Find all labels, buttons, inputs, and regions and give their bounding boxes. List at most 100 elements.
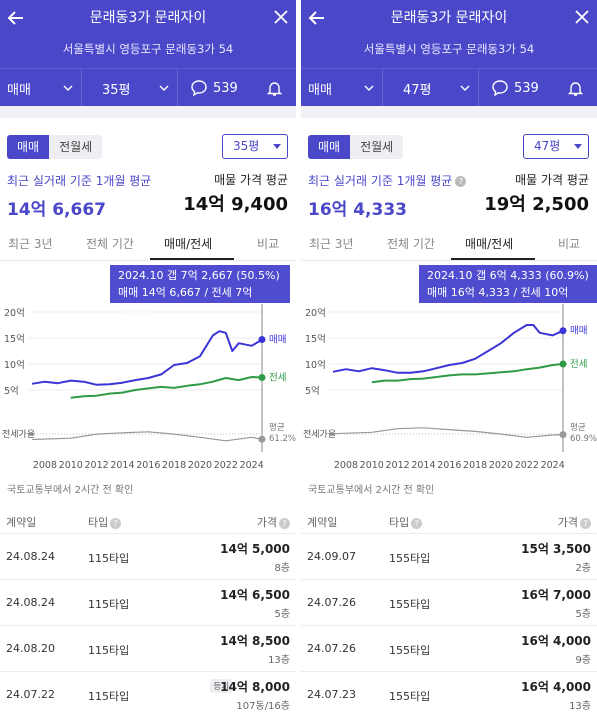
col-date: 계약일 xyxy=(6,516,37,529)
comments-button[interactable]: 539 xyxy=(491,69,561,107)
row-type: 155타입 xyxy=(389,690,431,703)
y-tick-label: 5억 xyxy=(4,385,19,397)
chevron-down-icon xyxy=(159,85,169,91)
close-icon[interactable] xyxy=(573,8,591,26)
table-row[interactable]: 24.07.23 155타입 16억 4,000 13층 xyxy=(301,671,597,713)
recent-avg-label: 최근 실거래 기준 1개월 평균? xyxy=(308,172,467,189)
tab-all-period[interactable]: 전체 기간 xyxy=(86,237,134,251)
x-tick-label: 2024 xyxy=(240,460,264,471)
toggle-rent[interactable]: 전월세 xyxy=(350,135,404,159)
area-dropdown[interactable]: 47평 xyxy=(523,134,589,159)
notification-button[interactable] xyxy=(266,69,296,107)
deal-type-label: 매매 xyxy=(308,82,332,98)
x-tick-label: 2018 xyxy=(162,460,186,471)
table-row[interactable]: 24.08.20 115타입 14억 8,500 13층 xyxy=(0,625,296,672)
table-row[interactable]: 24.07.26 155타입 16억 4,000 9층 xyxy=(301,625,597,672)
row-type: 155타입 xyxy=(389,644,431,657)
table-row[interactable]: 24.08.24 115타입 14억 6,500 5층 xyxy=(0,579,296,626)
x-tick-label: 2016 xyxy=(437,460,461,471)
page-title: 문래동3가 문래자이 xyxy=(89,10,207,26)
toggle-rent[interactable]: 전월세 xyxy=(49,135,103,159)
sale-series-label: 매매 xyxy=(570,326,587,337)
section-divider xyxy=(0,106,296,118)
area-dropdown-label: 47평 xyxy=(534,139,561,153)
tab-sale-rent[interactable]: 매매/전세 xyxy=(465,237,514,251)
row-price: 16억 4,000 xyxy=(521,680,591,694)
help-icon: ? xyxy=(279,517,290,529)
table-row[interactable]: 24.07.22 115타입 등기 14억 8,000 107동/16층 xyxy=(0,671,296,713)
comment-count: 539 xyxy=(213,80,238,96)
tab-all-period[interactable]: 전체 기간 xyxy=(387,237,435,251)
row-date: 24.09.07 xyxy=(307,550,356,563)
series-endpoint-1 xyxy=(559,360,567,368)
recent-avg-value: 16억 4,333 xyxy=(308,200,407,220)
avg-value: 61.2% xyxy=(269,434,296,444)
bell-icon xyxy=(266,81,283,96)
triangle-down-icon xyxy=(273,144,281,149)
rent-series-label: 전세 xyxy=(269,373,286,384)
comment-count: 539 xyxy=(514,80,539,96)
chart-tooltip: 2024.10 갭 7억 2,667 (50.5%) 매매 14억 6,667 … xyxy=(110,265,290,316)
row-floor: 107동/16층 xyxy=(236,701,290,712)
chevron-down-icon xyxy=(63,85,73,91)
y-tick-label: 20억 xyxy=(4,307,25,319)
area-dropdown[interactable]: 35평 xyxy=(222,134,288,159)
tooltip-line-gap: 2024.10 갭 7억 2,667 (50.5%) xyxy=(118,269,280,282)
active-tab-underline xyxy=(451,258,535,260)
row-price: 14억 6,500 xyxy=(220,588,290,602)
table-row[interactable]: 24.09.07 155타입 15억 3,500 2층 xyxy=(301,533,597,580)
series-line-1 xyxy=(371,363,564,384)
back-arrow-icon[interactable] xyxy=(307,8,327,28)
toggle-sale[interactable]: 매매 xyxy=(7,135,50,159)
x-tick-label: 2022 xyxy=(214,460,238,471)
tooltip-line-gap: 2024.10 갭 6억 4,333 (60.9%) xyxy=(427,269,589,282)
row-type: 155타입 xyxy=(389,598,431,611)
tab-sale-rent[interactable]: 매매/전세 xyxy=(164,237,213,251)
size-select[interactable]: 47평 xyxy=(383,69,479,107)
comments-button[interactable]: 539 xyxy=(190,69,260,107)
ratio-axis-label: 전세가율 xyxy=(303,429,336,440)
y-tick-label: 10억 xyxy=(4,359,25,371)
bell-icon xyxy=(567,81,584,96)
chevron-down-icon xyxy=(460,85,470,91)
deal-type-select[interactable]: 매매 xyxy=(0,69,82,107)
sale-series-label: 매매 xyxy=(269,335,286,346)
chart-tooltip: 2024.10 갭 6억 4,333 (60.9%) 매매 16억 4,333 … xyxy=(419,265,597,303)
row-price: 16억 7,000 xyxy=(521,588,591,602)
back-arrow-icon[interactable] xyxy=(6,8,26,28)
chevron-down-icon xyxy=(364,85,374,91)
tab-compare[interactable]: 비교 xyxy=(558,237,581,251)
series-line-1 xyxy=(70,376,263,399)
tab-recent-3y[interactable]: 최근 3년 xyxy=(8,237,53,251)
notification-button[interactable] xyxy=(567,69,597,107)
row-type: 155타입 xyxy=(389,552,431,565)
row-price: 14억 5,000 xyxy=(220,542,290,556)
tab-recent-3y[interactable]: 최근 3년 xyxy=(309,237,354,251)
deal-type-label: 매매 xyxy=(7,82,31,98)
row-price: 15억 3,500 xyxy=(521,542,591,556)
row-type: 115타입 xyxy=(88,598,130,611)
size-select[interactable]: 35평 xyxy=(82,69,178,107)
header: 문래동3가 문래자이 서울특별시 영등포구 문래동3가 54 xyxy=(301,0,597,68)
y-tick-label: 20억 xyxy=(305,307,326,319)
deal-type-select[interactable]: 매매 xyxy=(301,69,383,107)
registered-badge: 등기 xyxy=(210,679,232,693)
area-dropdown-label: 35평 xyxy=(233,139,260,153)
page-title: 문래동3가 문래자이 xyxy=(390,10,508,26)
table-row[interactable]: 24.08.24 115타입 14억 5,000 8층 xyxy=(0,533,296,580)
col-price: 가격? xyxy=(257,514,290,530)
x-tick-label: 2018 xyxy=(463,460,487,471)
tooltip-line-prices: 매매 16억 4,333 / 전세 10억 xyxy=(427,286,569,299)
size-label: 47평 xyxy=(403,82,432,98)
toggle-sale[interactable]: 매매 xyxy=(308,135,351,159)
header: 문래동3가 문래자이 서울특별시 영등포구 문래동3가 54 xyxy=(0,0,296,68)
x-tick-label: 2012 xyxy=(386,460,410,471)
series-line-2 xyxy=(332,427,564,438)
table-row[interactable]: 24.07.26 155타입 16억 7,000 5층 xyxy=(301,579,597,626)
row-floor: 2층 xyxy=(575,563,591,574)
tab-compare[interactable]: 비교 xyxy=(257,237,280,251)
close-icon[interactable] xyxy=(272,8,290,26)
col-price: 가격? xyxy=(558,514,591,530)
